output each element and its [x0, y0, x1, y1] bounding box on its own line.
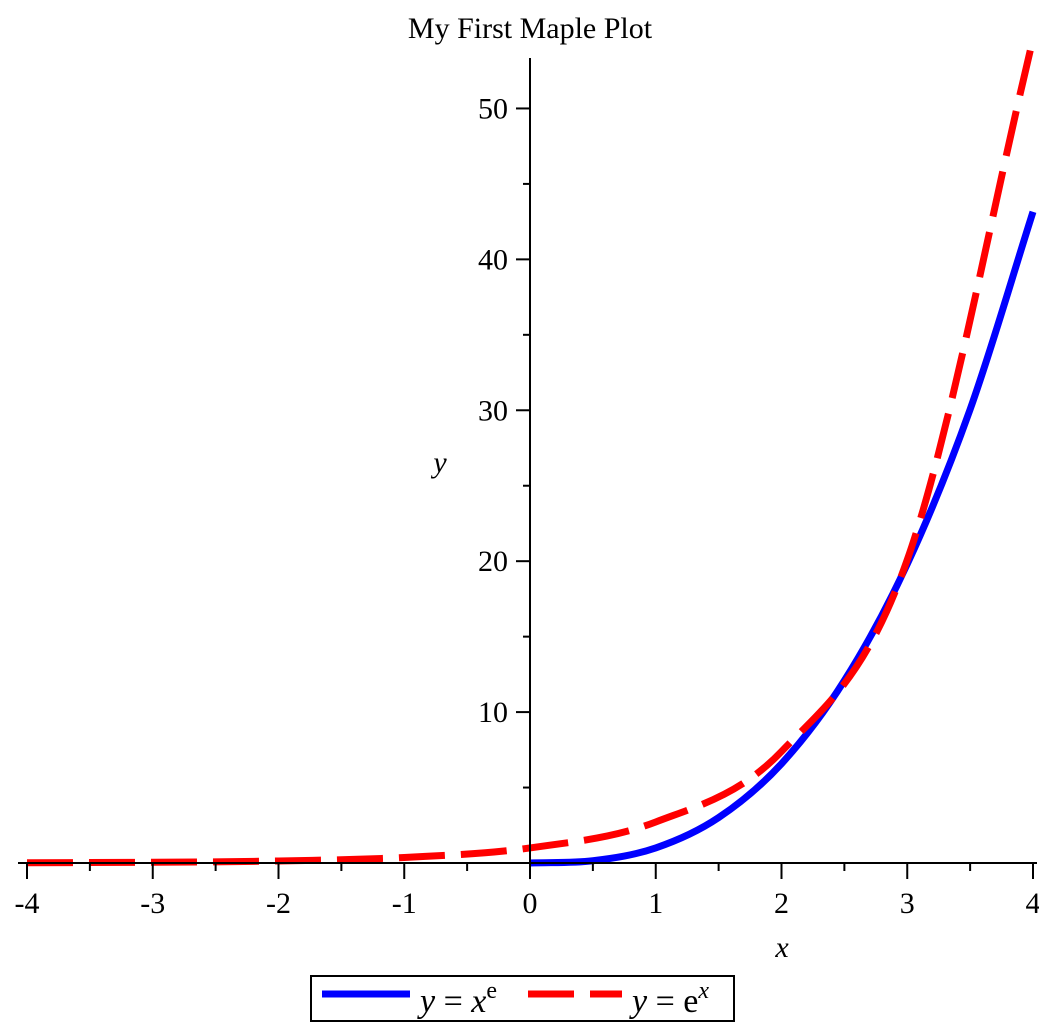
plot-curves: [26, 38, 1037, 867]
series-line-x-power-e: [529, 210, 1037, 867]
legend-entry-label: y = xe: [417, 978, 497, 1020]
x-tick-label: -2: [266, 887, 291, 920]
y-tick-label: 50: [478, 92, 508, 125]
x-tick-label: -1: [392, 887, 417, 920]
x-tick-label: 2: [774, 887, 789, 920]
x-tick-label: 3: [900, 887, 915, 920]
legend: y = xe y = ex: [310, 975, 735, 1022]
x-axis-ticks: -4 -3 -2 -1 0 1 2 3 4: [15, 863, 1039, 920]
x-tick-label: 0: [523, 887, 538, 920]
x-tick-label: 1: [648, 887, 663, 920]
x-tick-label: -4: [15, 887, 40, 920]
y-tick-label: 30: [478, 394, 508, 427]
x-axis-label: x: [774, 931, 789, 964]
legend-box: [310, 975, 735, 1022]
y-tick-label: 40: [478, 243, 508, 276]
y-axis-ticks: 10 20 30 40 50: [478, 92, 530, 789]
y-tick-label: 20: [478, 545, 508, 578]
y-axis-label: y: [430, 446, 447, 479]
series-line-exp-x: [26, 38, 1037, 867]
x-tick-label: 4: [1026, 887, 1039, 920]
chart-title: My First Maple Plot: [408, 12, 653, 45]
x-tick-label: -3: [140, 887, 165, 920]
legend-entry-label: y = ex: [629, 978, 709, 1020]
y-tick-label: 10: [478, 696, 508, 729]
